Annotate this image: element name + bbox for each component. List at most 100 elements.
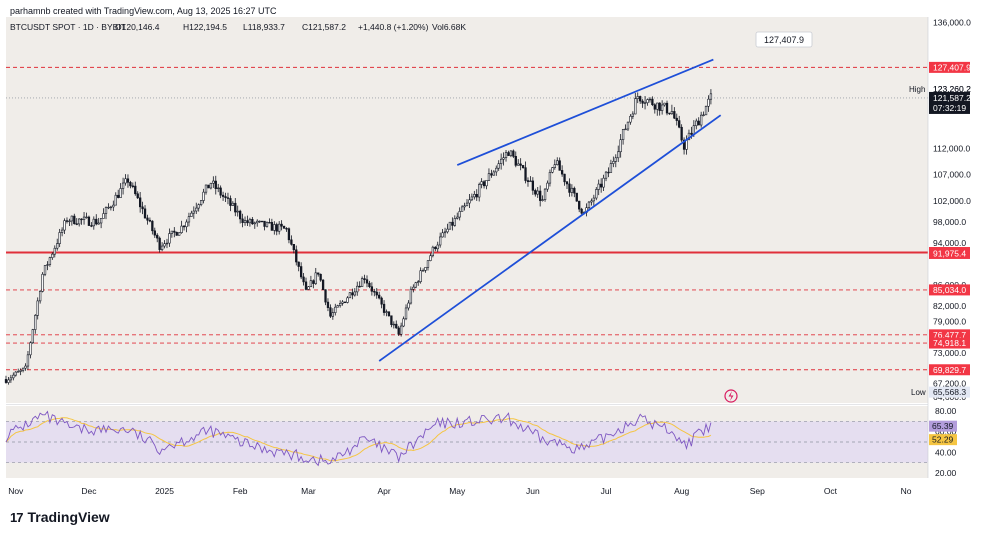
candle-up [58, 232, 61, 244]
candle-down [138, 197, 142, 208]
candle-up [107, 206, 110, 209]
candle-up [12, 374, 15, 379]
chart-svg[interactable]: BTCUSDT SPOT · 1D · BYBIT O120,146.4 H12… [0, 0, 984, 500]
volume-value: Vol6.68K [432, 22, 466, 32]
wedge-lower-line[interactable] [378, 114, 722, 362]
candle-down [324, 289, 327, 303]
candle-up [429, 255, 432, 261]
candle-up [273, 224, 276, 231]
last-price-value: 121,587.2 [933, 93, 971, 103]
candles [4, 89, 713, 385]
rsi-pane [5, 410, 928, 467]
candle-up [24, 365, 27, 369]
wedge-upper-line[interactable] [456, 58, 714, 166]
callout-label: 127,407.9 [764, 35, 804, 45]
high-marker-label: High [909, 85, 925, 94]
candle-up [51, 253, 54, 258]
price-tick-label: 107,000.0 [933, 170, 971, 180]
rsi-ma-label: 52.29 [932, 435, 954, 445]
candle-up [536, 190, 539, 195]
candle-up [456, 216, 459, 219]
candle-up [492, 171, 495, 176]
candle-up [670, 111, 674, 115]
candle-up [119, 188, 122, 198]
candle-up [643, 102, 647, 104]
rsi-tick-label: 40.00 [935, 447, 957, 457]
candle-up [314, 272, 317, 284]
candle-up [360, 278, 364, 287]
candle-up [63, 220, 66, 231]
time-tick-label: Dec [81, 486, 97, 496]
candle-up [43, 265, 47, 275]
candle-up [590, 200, 593, 203]
candle-up [626, 121, 630, 130]
price-tick-label: 123,260.2 [933, 84, 971, 94]
candle-up [46, 264, 49, 266]
candle-down [665, 102, 669, 114]
chart-credit: parhamnb created with TradingView.com, A… [10, 6, 277, 16]
candle-up [92, 218, 95, 227]
low-marker-label: Low [911, 388, 926, 397]
candle-down [275, 224, 278, 232]
candle-up [470, 196, 474, 201]
candle-up [31, 329, 34, 344]
candle-up [336, 305, 339, 308]
candle-down [302, 276, 305, 283]
candle-down [239, 210, 242, 220]
candle-down [673, 111, 676, 119]
price-pane-background[interactable] [6, 17, 928, 403]
last-price-countdown: 07:32:19 [933, 103, 966, 113]
bolt-glyph-icon [728, 391, 734, 401]
candle-down [297, 261, 300, 267]
low-marker-value: 65,568.3 [933, 387, 966, 397]
symbol-label[interactable]: BTCUSDT SPOT · 1D · BYBIT [10, 22, 126, 32]
candle-up [624, 128, 627, 131]
candle-up [265, 222, 269, 227]
candle-up [29, 342, 32, 356]
candle-down [246, 220, 249, 224]
candle-down [214, 180, 217, 189]
candle-up [56, 243, 59, 249]
candle-up [614, 157, 617, 162]
candle-up [485, 179, 488, 187]
candle-down [158, 237, 161, 250]
candle-down [514, 156, 517, 166]
price-tick-label: 67,200.0 [933, 379, 966, 389]
rsi-tick-label: 20.00 [935, 468, 957, 478]
time-axis: Nov Dec 2025 Feb Mar Apr May Jun Jul Aug Sep Oct No [8, 486, 912, 496]
bolt-icon[interactable] [724, 389, 738, 403]
candle-up [634, 98, 637, 115]
candle-up [168, 233, 171, 244]
candle-up [7, 379, 10, 383]
candle-down [675, 117, 678, 121]
tradingview-brand[interactable]: 17 TradingView [10, 509, 110, 525]
candle-down [380, 297, 383, 305]
candle-up [97, 222, 100, 225]
price-callout: 127,407.9 [755, 31, 813, 48]
candle-down [507, 152, 510, 156]
candle-up [26, 354, 30, 367]
candle-down [690, 132, 693, 135]
candle-down [578, 200, 581, 210]
time-tick-label: No [901, 486, 912, 496]
candle-down [580, 208, 583, 214]
candle-down [321, 279, 325, 291]
candle-up [695, 120, 698, 127]
candle-up [587, 201, 591, 208]
candle-down [521, 165, 525, 168]
candle-up [253, 222, 256, 225]
candle-up [446, 228, 449, 233]
candle-up [180, 225, 183, 233]
candle-down [365, 279, 369, 284]
candle-up [604, 171, 608, 179]
price-tick-label: 136,000.0 [933, 17, 971, 27]
candle-up [480, 181, 483, 185]
candle-up [195, 207, 198, 212]
level-label: 85,034.0 [933, 285, 966, 295]
candle-down [534, 190, 537, 195]
candle-up [502, 157, 505, 160]
candle-down [80, 218, 83, 221]
candle-down [304, 281, 308, 290]
candle-up [473, 193, 476, 198]
candle-up [170, 230, 174, 234]
